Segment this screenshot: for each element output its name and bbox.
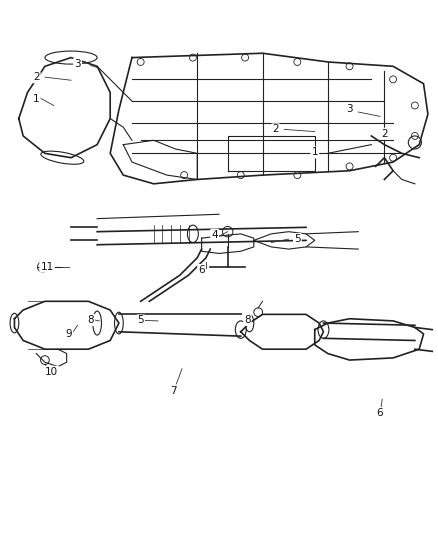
Text: 4: 4	[212, 230, 218, 240]
Text: 6: 6	[377, 408, 383, 418]
Text: 10: 10	[45, 367, 58, 377]
Text: 5: 5	[294, 234, 300, 244]
Text: 3: 3	[346, 104, 353, 114]
Text: 11: 11	[40, 262, 54, 271]
Text: 1: 1	[311, 148, 318, 157]
Text: 2: 2	[272, 124, 279, 134]
Text: 2: 2	[381, 129, 388, 139]
Text: 2: 2	[33, 72, 39, 82]
Text: 3: 3	[74, 59, 81, 69]
Text: 1: 1	[33, 94, 39, 104]
Text: 5: 5	[138, 316, 144, 326]
Text: 8: 8	[87, 315, 94, 325]
Text: 8: 8	[244, 315, 251, 325]
Text: 9: 9	[66, 329, 72, 339]
Text: 6: 6	[198, 265, 205, 275]
Text: 7: 7	[170, 385, 177, 395]
